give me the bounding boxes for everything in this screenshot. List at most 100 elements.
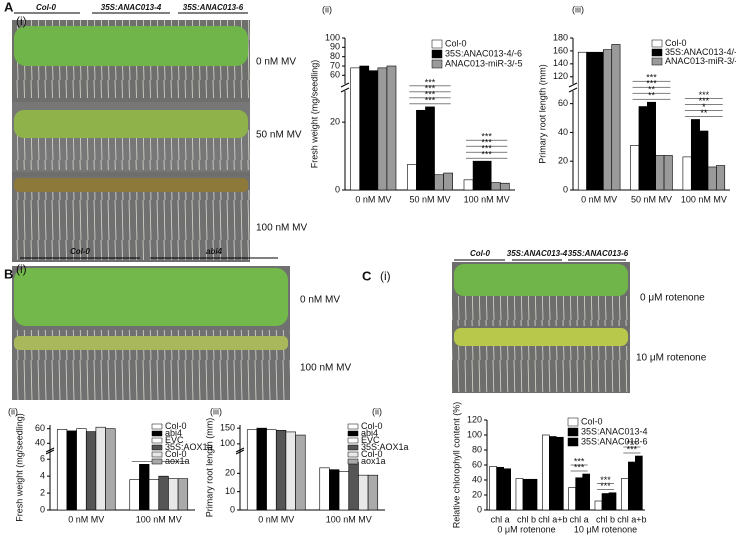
significance-label: *** bbox=[574, 462, 585, 472]
bar bbox=[256, 427, 267, 511]
legend-label: EVC bbox=[165, 435, 184, 445]
axis-break bbox=[45, 449, 55, 455]
bar bbox=[368, 70, 379, 191]
legend-swatch bbox=[567, 427, 579, 437]
legend-swatch bbox=[151, 423, 163, 430]
y-tick-label: 20 bbox=[558, 156, 568, 166]
bar bbox=[275, 430, 287, 511]
panel-sublabel: (iii) bbox=[572, 4, 584, 14]
legend-label: 35S:AOX1a bbox=[165, 442, 213, 452]
legend-label: ANAC013-miR-3/-5 bbox=[445, 58, 523, 68]
legend-label: EVC bbox=[361, 435, 380, 445]
bar bbox=[575, 477, 583, 511]
significance-label: ** bbox=[700, 108, 708, 118]
panel-label: A bbox=[4, 0, 14, 14]
genotype-label: Col-0 bbox=[70, 247, 91, 256]
bar bbox=[407, 164, 417, 191]
bar bbox=[522, 478, 531, 511]
y-tick-label: 0 bbox=[230, 504, 235, 514]
bar bbox=[515, 478, 524, 511]
legend-label: Col-0 bbox=[445, 38, 467, 48]
x-tick-label: 50 nM MV bbox=[631, 194, 672, 204]
bar bbox=[329, 469, 340, 511]
legend-label: Col-0 bbox=[665, 38, 687, 48]
y-tick-label: 10 bbox=[225, 486, 235, 496]
x-tick-label: 100 nM MV bbox=[681, 194, 727, 204]
significance-label: ** bbox=[648, 91, 656, 101]
bar bbox=[246, 429, 258, 511]
bar bbox=[556, 436, 564, 511]
legend-swatch bbox=[567, 417, 579, 427]
legend-swatch bbox=[347, 451, 359, 458]
significance-label: *** bbox=[481, 150, 492, 160]
legend-label: 35S:AOX1a bbox=[361, 442, 409, 452]
bar bbox=[503, 468, 511, 511]
bar bbox=[338, 471, 350, 511]
bar bbox=[690, 119, 700, 191]
axis-break bbox=[340, 87, 350, 93]
significance-label: *** bbox=[574, 456, 585, 466]
x-tick-label: chl a bbox=[491, 514, 510, 524]
bar bbox=[158, 475, 169, 511]
significance-label: *** bbox=[699, 96, 710, 106]
panel-sublabel: (ii) bbox=[8, 406, 18, 416]
significance-label: * bbox=[157, 453, 161, 463]
group-label: 10 μM rotenone bbox=[574, 524, 637, 534]
bar bbox=[319, 467, 330, 511]
bar bbox=[529, 478, 538, 511]
significance-label: *** bbox=[646, 73, 657, 83]
legend-swatch bbox=[347, 430, 359, 437]
bar bbox=[95, 426, 106, 511]
legend-swatch bbox=[151, 458, 163, 465]
significance-label: *** bbox=[627, 444, 638, 454]
panel-label: C bbox=[362, 268, 372, 283]
bar bbox=[541, 434, 550, 511]
x-tick-label: 0 nM MV bbox=[68, 514, 104, 524]
legend-swatch bbox=[347, 437, 359, 444]
photo-a bbox=[12, 12, 250, 262]
y-tick-label: 40 bbox=[558, 127, 568, 137]
y-tick-label: 20 bbox=[225, 468, 235, 478]
bar bbox=[66, 430, 77, 511]
significance-label: *** bbox=[425, 89, 436, 99]
significance-label: *** bbox=[425, 95, 436, 105]
y-tick-label: 90 bbox=[330, 42, 340, 52]
photo-b bbox=[12, 257, 290, 400]
y-tick-label: 180 bbox=[553, 32, 568, 42]
bar bbox=[377, 67, 388, 191]
y-tick-label: 0 bbox=[40, 504, 45, 514]
y-tick-label: 20 bbox=[330, 117, 340, 127]
significance-label: *** bbox=[600, 475, 611, 485]
bar bbox=[285, 431, 296, 511]
y-tick-label: 60 bbox=[35, 423, 45, 433]
condition-label: 100 nM MV bbox=[256, 223, 307, 234]
x-tick-label: chl a bbox=[570, 514, 589, 524]
y-tick-label: 100 bbox=[325, 32, 340, 42]
x-tick-label: 100 nM MV bbox=[464, 194, 510, 204]
genotype-label: 35S:ANAC013-6 bbox=[568, 249, 629, 258]
legend-swatch bbox=[347, 458, 359, 465]
legend-swatch bbox=[651, 48, 663, 57]
y-axis-title: Fresh weight (mg/seedling) bbox=[14, 413, 24, 522]
bar bbox=[499, 182, 510, 191]
significance-label: *** bbox=[481, 138, 492, 148]
bar bbox=[105, 428, 116, 511]
y-tick-label: 160 bbox=[553, 45, 568, 55]
significance-label: *** bbox=[600, 481, 611, 491]
axis-break bbox=[340, 82, 350, 88]
x-tick-label: chl a+b bbox=[538, 514, 567, 524]
legend-swatch bbox=[431, 49, 443, 59]
legend-swatch bbox=[151, 451, 163, 458]
significance-label: *** bbox=[425, 77, 436, 87]
legend-label: 35S:ANAC013-4 bbox=[581, 426, 648, 436]
bar bbox=[148, 479, 160, 511]
x-tick-label: 100 nM MV bbox=[326, 514, 372, 524]
x-tick-label: 0 nM MV bbox=[258, 514, 294, 524]
significance-label: * bbox=[702, 102, 706, 112]
bar bbox=[139, 464, 150, 511]
bar bbox=[549, 436, 557, 511]
genotype-label: 35S:ANAC013-4 bbox=[507, 249, 568, 258]
bar bbox=[350, 67, 361, 191]
genotype-label: 35S:ANAC013-6 bbox=[183, 3, 244, 12]
significance-label: *** bbox=[699, 90, 710, 100]
